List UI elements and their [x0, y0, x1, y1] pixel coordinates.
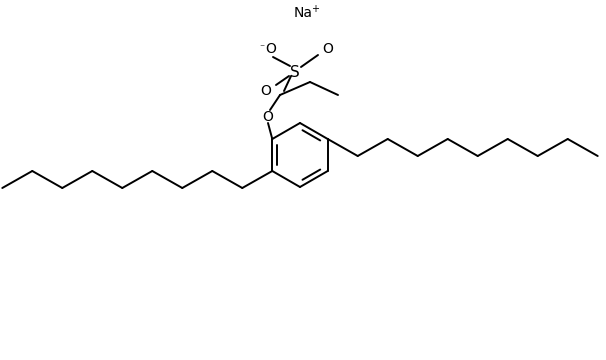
Text: O: O	[262, 110, 273, 124]
Text: O: O	[261, 84, 271, 98]
Text: O: O	[265, 42, 276, 56]
Text: +: +	[311, 4, 319, 14]
Text: Na: Na	[293, 6, 313, 20]
Text: O: O	[322, 42, 333, 56]
Text: ⁻: ⁻	[259, 43, 265, 53]
Text: S: S	[290, 64, 300, 80]
